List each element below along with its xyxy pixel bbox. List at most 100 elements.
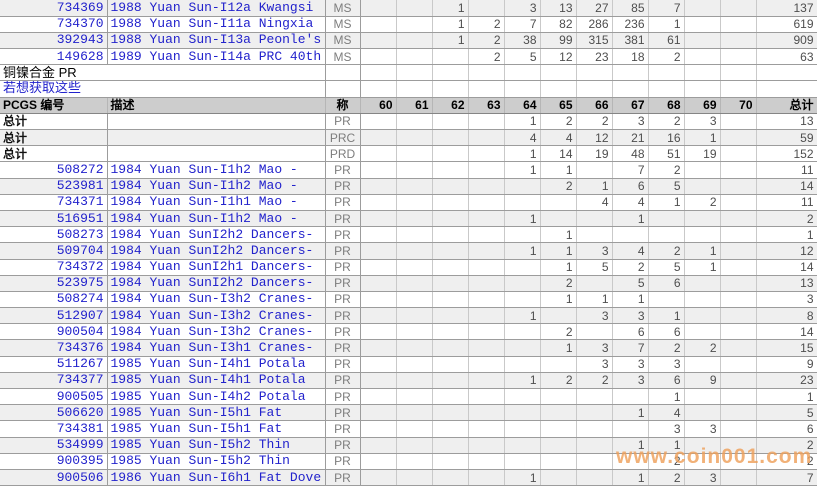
pcgs-link[interactable]: 392943 [0, 32, 108, 50]
pcgs-link[interactable]: 508274 [0, 291, 108, 309]
count-cell: 16 [648, 129, 685, 147]
count-cell: 3 [684, 469, 721, 486]
count-cell [576, 437, 613, 454]
column-header-grade-66: 66 [576, 97, 613, 114]
total-cell: 2 [756, 437, 817, 454]
grade-cell: PR [325, 469, 361, 486]
pcgs-link[interactable]: 734371 [0, 194, 108, 211]
desc-link[interactable]: 1984 Yuan Sun-I1h2 Mao - [107, 210, 326, 228]
desc-link[interactable]: 1985 Yuan Sun-I4h1 Potala [107, 356, 326, 373]
column-header-grade: 称 [325, 97, 361, 114]
pcgs-link[interactable]: 734377 [0, 372, 108, 390]
count-cell [684, 291, 721, 309]
desc-link[interactable]: 1984 Yuan Sun-I3h2 Cranes- [107, 323, 326, 341]
count-cell: 7 [612, 339, 649, 357]
count-cell [648, 226, 685, 244]
pcgs-link[interactable]: 734381 [0, 420, 108, 438]
count-cell: 2 [648, 113, 685, 131]
pcgs-link[interactable]: 734369 [0, 0, 108, 17]
count-cell [432, 469, 469, 486]
count-empty-cell [432, 80, 469, 98]
count-cell [396, 339, 433, 357]
count-cell [684, 226, 721, 244]
count-empty-cell [648, 64, 685, 82]
count-cell [504, 388, 541, 406]
count-cell: 2 [648, 161, 685, 179]
pcgs-link[interactable]: 534999 [0, 437, 108, 454]
pcgs-link[interactable]: 734376 [0, 339, 108, 357]
count-cell [504, 259, 541, 276]
pcgs-link[interactable]: 149628 [0, 48, 108, 66]
desc-link[interactable]: 1984 Yuan SunI2h2 Dancers- [107, 275, 326, 292]
pcgs-link[interactable]: 511267 [0, 356, 108, 373]
count-cell: 1 [504, 372, 541, 390]
desc-link[interactable]: 1988 Yuan Sun-I13a Peonle's [107, 32, 326, 50]
pcgs-link[interactable]: 506620 [0, 404, 108, 422]
pcgs-link[interactable]: 900504 [0, 323, 108, 341]
desc-link[interactable]: 1985 Yuan Sun-I5h1 Fat [107, 404, 326, 422]
desc-link[interactable]: 1988 Yuan Sun-I12a Kwangsi [107, 0, 326, 17]
desc-link[interactable]: 1984 Yuan Sun-I1h2 Mao - [107, 178, 326, 195]
count-cell [360, 291, 397, 309]
count-cell: 3 [504, 0, 541, 17]
total-cell: 152 [756, 145, 817, 163]
count-cell [396, 210, 433, 228]
desc-link[interactable]: 1984 Yuan SunI2h2 Dancers- [107, 242, 326, 260]
desc-link[interactable]: 1984 Yuan Sun-I3h2 Cranes- [107, 291, 326, 309]
pcgs-link[interactable]: 523975 [0, 275, 108, 292]
count-cell: 19 [684, 145, 721, 163]
count-cell [432, 226, 469, 244]
desc-link[interactable]: 1984 Yuan Sun-I1h2 Mao - [107, 161, 326, 179]
count-cell [468, 129, 505, 147]
desc-link[interactable]: 1984 Yuan Sun-I1h1 Mao - [107, 194, 326, 211]
count-cell: 2 [540, 275, 577, 292]
desc-link[interactable]: 1984 Yuan SunI2h1 Dancers- [107, 259, 326, 276]
grade-cell: PR [325, 226, 361, 244]
count-cell [432, 356, 469, 373]
pcgs-link[interactable]: 509704 [0, 242, 108, 260]
pcgs-link[interactable]: 900395 [0, 453, 108, 470]
pcgs-link[interactable]: 508272 [0, 161, 108, 179]
pcgs-link[interactable]: 900505 [0, 388, 108, 406]
pcgs-link[interactable]: 512907 [0, 307, 108, 325]
total-cell: 15 [756, 339, 817, 357]
desc-link[interactable]: 1985 Yuan Sun-I5h1 Fat [107, 420, 326, 438]
count-cell [684, 0, 721, 17]
desc-link[interactable]: 1989 Yuan Sun-I14a PRC 40th [107, 48, 326, 66]
desc-link[interactable]: 1984 Yuan SunI2h2 Dancers- [107, 226, 326, 244]
table-row: PCGS 编号 描述称 60 61 62 63 64 65 66 67 68 69 70 总计 [0, 97, 817, 114]
count-cell [360, 0, 397, 17]
desc-link[interactable]: 1984 Yuan Sun-I3h1 Cranes- [107, 339, 326, 357]
count-cell [720, 194, 757, 211]
total-row-label: 总计 [0, 129, 108, 147]
total-cell: 14 [756, 178, 817, 195]
desc-link[interactable]: 1984 Yuan Sun-I3h2 Cranes- [107, 307, 326, 325]
desc-link[interactable]: 1985 Yuan Sun-I5h2 Thin [107, 453, 326, 470]
count-cell: 18 [612, 48, 649, 66]
pcgs-link[interactable]: 900506 [0, 469, 108, 486]
desc-link[interactable]: 1985 Yuan Sun-I4h2 Potala [107, 388, 326, 406]
desc-link[interactable]: 1988 Yuan Sun-I11a Ningxia [107, 16, 326, 33]
desc-link[interactable]: 1985 Yuan Sun-I4h1 Potala [107, 372, 326, 390]
pcgs-link[interactable]: 734372 [0, 259, 108, 276]
table-row: 734381 1985 Yuan Sun-I5h1 Fat PR 3 3 6 [0, 420, 817, 438]
count-cell: 2 [576, 113, 613, 131]
desc-link[interactable]: 1986 Yuan Sun-I6h1 Fat Dove [107, 469, 326, 486]
pcgs-link[interactable]: 508273 [0, 226, 108, 244]
total-cell: 13 [756, 275, 817, 292]
count-cell [504, 226, 541, 244]
count-cell [684, 210, 721, 228]
count-cell: 1 [648, 194, 685, 211]
count-empty-cell [720, 64, 757, 82]
pcgs-link[interactable]: 734370 [0, 16, 108, 33]
count-cell [684, 307, 721, 325]
count-cell [432, 291, 469, 309]
count-cell: 19 [576, 145, 613, 163]
desc-link[interactable]: 1985 Yuan Sun-I5h2 Thin [107, 437, 326, 454]
pcgs-link[interactable]: 516951 [0, 210, 108, 228]
count-cell [360, 259, 397, 276]
pcgs-link[interactable]: 523981 [0, 178, 108, 195]
count-cell [468, 113, 505, 131]
obtain-more-link[interactable]: 若想获取这些 [0, 80, 326, 98]
total-cell: 12 [756, 242, 817, 260]
